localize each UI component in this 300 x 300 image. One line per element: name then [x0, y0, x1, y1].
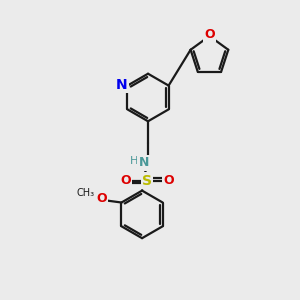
Text: N: N [139, 156, 149, 170]
Text: O: O [96, 192, 107, 205]
Text: S: S [142, 174, 152, 188]
Text: CH₃: CH₃ [77, 188, 95, 198]
Text: O: O [204, 28, 215, 40]
Text: N: N [116, 78, 127, 92]
Text: O: O [120, 174, 130, 187]
Text: O: O [164, 174, 174, 187]
Text: H: H [130, 156, 138, 166]
